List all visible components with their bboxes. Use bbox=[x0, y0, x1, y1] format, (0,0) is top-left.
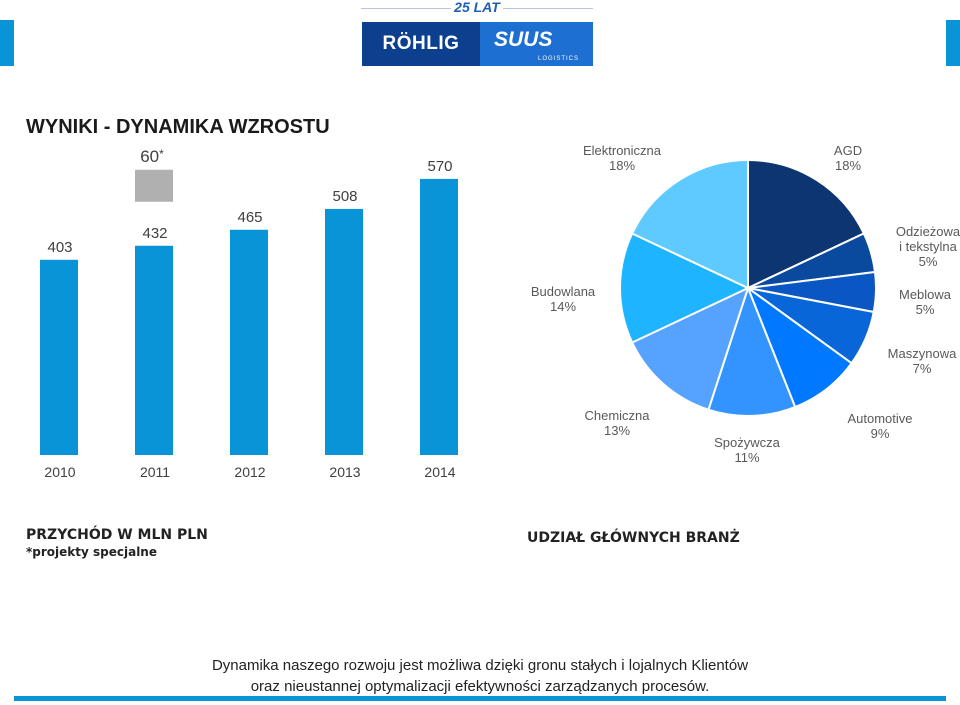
bar-2011 bbox=[135, 245, 173, 455]
revenue-caption: PRZYCHÓD W MLN PLN bbox=[26, 527, 208, 543]
pie-label-agd: AGD bbox=[834, 143, 862, 158]
x-tick-label-2010: 2010 bbox=[44, 464, 75, 480]
footer-accent-line bbox=[14, 696, 946, 701]
bar-value-label-2011: 432 bbox=[142, 225, 167, 242]
pie-value-meblowa: 5% bbox=[916, 302, 935, 317]
footer-text: Dynamika naszego rozwoju jest możliwa dz… bbox=[0, 655, 960, 697]
bar-value-label-2013: 508 bbox=[332, 188, 357, 205]
footer-line-1: Dynamika naszego rozwoju jest możliwa dz… bbox=[211, 657, 749, 674]
pie-label-spo-ywcza: Spożywcza bbox=[714, 435, 781, 450]
bar-value-label-2010: 403 bbox=[47, 239, 72, 256]
pie-slice-spo-ywcza bbox=[707, 285, 797, 417]
bar-value-label-2014: 570 bbox=[427, 158, 452, 175]
company-logo: RÖHLIG SUUS LOGISTICS bbox=[362, 22, 593, 66]
pie-label-elektroniczna: Elektroniczna bbox=[583, 143, 662, 158]
x-tick-label-2011: 2011 bbox=[140, 464, 170, 480]
pie-value-budowlana: 14% bbox=[550, 299, 576, 314]
pie-label-odzie-owa-i-tekstylna-1: Odzieżowa bbox=[896, 224, 960, 239]
pie-slice-budowlana bbox=[619, 232, 751, 344]
logo-rohlig: RÖHLIG bbox=[362, 22, 480, 66]
page-title: WYNIKI - DYNAMIKA WZROSTU bbox=[26, 116, 330, 138]
bar-2012 bbox=[230, 229, 268, 455]
pie-slice-elektroniczna bbox=[630, 158, 749, 290]
x-tick-label-2013: 2013 bbox=[329, 464, 360, 480]
x-tick-label-2012: 2012 bbox=[234, 464, 265, 480]
pie-label-budowlana: Budowlana bbox=[531, 284, 596, 299]
bar-2014 bbox=[420, 178, 458, 455]
pie-slice-agd bbox=[747, 158, 866, 290]
pie-value-spo-ywcza: 11% bbox=[734, 450, 759, 465]
anniversary-label: 25 LAT bbox=[454, 0, 500, 15]
pie-value-agd: 18% bbox=[835, 158, 861, 173]
footer-line-2: oraz nieustannej optymalizacji efektywno… bbox=[250, 678, 710, 695]
pie-slice-chemiczna bbox=[630, 286, 750, 411]
pie-value-elektroniczna: 18% bbox=[609, 158, 635, 173]
left-edge-bar bbox=[0, 20, 14, 66]
revenue-bar-chart: 403 2010 432 2011 465 2012 508 2013 570 2014 60* bbox=[40, 147, 458, 480]
revenue-note: *projekty specjalne bbox=[26, 545, 157, 559]
pie-label-odzie-owa-i-tekstylna-2: i tekstylna bbox=[899, 239, 958, 254]
anniversary-banner: 25 LAT bbox=[361, 0, 593, 18]
logo-suus-name: SUUS bbox=[494, 28, 553, 51]
special-projects-bar bbox=[135, 169, 173, 202]
pie-value-maszynowa: 7% bbox=[913, 361, 932, 376]
logo-suus: SUUS LOGISTICS bbox=[480, 22, 593, 66]
logo-suus-sub: LOGISTICS bbox=[537, 56, 579, 62]
bar-2013 bbox=[325, 208, 363, 455]
bar-2010 bbox=[40, 259, 78, 455]
industry-caption: UDZIAŁ GŁÓWNYCH BRANŻ bbox=[527, 530, 740, 546]
pie-value-automotive: 9% bbox=[871, 426, 890, 441]
x-tick-label-2014: 2014 bbox=[424, 464, 455, 480]
right-edge-bar bbox=[946, 20, 960, 66]
pie-value-chemiczna: 13% bbox=[604, 423, 630, 438]
pie-value-odzie-owa-i-tekstylna: 5% bbox=[919, 254, 938, 269]
pie-label-chemiczna: Chemiczna bbox=[584, 408, 650, 423]
bar-value-label-2012: 465 bbox=[237, 209, 262, 226]
special-projects-label: 60* bbox=[140, 147, 164, 166]
pie-label-maszynowa: Maszynowa bbox=[888, 346, 957, 361]
pie-label-meblowa: Meblowa bbox=[899, 287, 952, 302]
pie-label-automotive: Automotive bbox=[847, 411, 912, 426]
